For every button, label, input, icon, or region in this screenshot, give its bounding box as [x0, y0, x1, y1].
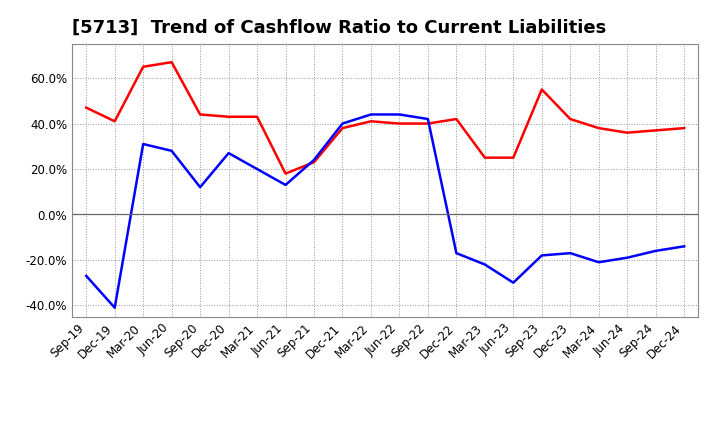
Free CF to Current Liabilities: [652, 248, 660, 253]
Free CF to Current Liabilities: [423, 116, 432, 121]
Free CF to Current Liabilities: [595, 260, 603, 265]
Operating CF to Current Liabilities: [282, 171, 290, 176]
Line: Operating CF to Current Liabilities: Operating CF to Current Liabilities: [86, 62, 684, 173]
Operating CF to Current Liabilities: [82, 105, 91, 110]
Free CF to Current Liabilities: [395, 112, 404, 117]
Free CF to Current Liabilities: [110, 305, 119, 310]
Operating CF to Current Liabilities: [167, 59, 176, 65]
Operating CF to Current Liabilities: [139, 64, 148, 70]
Free CF to Current Liabilities: [623, 255, 631, 260]
Operating CF to Current Liabilities: [338, 125, 347, 131]
Free CF to Current Liabilities: [196, 184, 204, 190]
Free CF to Current Liabilities: [167, 148, 176, 154]
Operating CF to Current Liabilities: [253, 114, 261, 119]
Operating CF to Current Liabilities: [480, 155, 489, 160]
Free CF to Current Liabilities: [366, 112, 375, 117]
Free CF to Current Liabilities: [82, 273, 91, 279]
Operating CF to Current Liabilities: [225, 114, 233, 119]
Operating CF to Current Liabilities: [395, 121, 404, 126]
Operating CF to Current Liabilities: [652, 128, 660, 133]
Operating CF to Current Liabilities: [423, 121, 432, 126]
Free CF to Current Liabilities: [310, 157, 318, 162]
Operating CF to Current Liabilities: [509, 155, 518, 160]
Operating CF to Current Liabilities: [595, 125, 603, 131]
Operating CF to Current Liabilities: [452, 116, 461, 121]
Operating CF to Current Liabilities: [537, 87, 546, 92]
Free CF to Current Liabilities: [139, 141, 148, 147]
Free CF to Current Liabilities: [225, 150, 233, 156]
Free CF to Current Liabilities: [253, 166, 261, 172]
Free CF to Current Liabilities: [509, 280, 518, 285]
Line: Free CF to Current Liabilities: Free CF to Current Liabilities: [86, 114, 684, 308]
Free CF to Current Liabilities: [480, 262, 489, 267]
Free CF to Current Liabilities: [338, 121, 347, 126]
Operating CF to Current Liabilities: [196, 112, 204, 117]
Free CF to Current Liabilities: [566, 250, 575, 256]
Text: [5713]  Trend of Cashflow Ratio to Current Liabilities: [5713] Trend of Cashflow Ratio to Curren…: [72, 19, 606, 37]
Free CF to Current Liabilities: [537, 253, 546, 258]
Free CF to Current Liabilities: [680, 244, 688, 249]
Operating CF to Current Liabilities: [566, 116, 575, 121]
Operating CF to Current Liabilities: [680, 125, 688, 131]
Operating CF to Current Liabilities: [110, 119, 119, 124]
Operating CF to Current Liabilities: [623, 130, 631, 136]
Operating CF to Current Liabilities: [366, 119, 375, 124]
Operating CF to Current Liabilities: [310, 160, 318, 165]
Legend: Operating CF to Current Liabilities, Free CF to Current Liabilities: Operating CF to Current Liabilities, Fre…: [119, 438, 652, 440]
Free CF to Current Liabilities: [282, 182, 290, 187]
Free CF to Current Liabilities: [452, 250, 461, 256]
